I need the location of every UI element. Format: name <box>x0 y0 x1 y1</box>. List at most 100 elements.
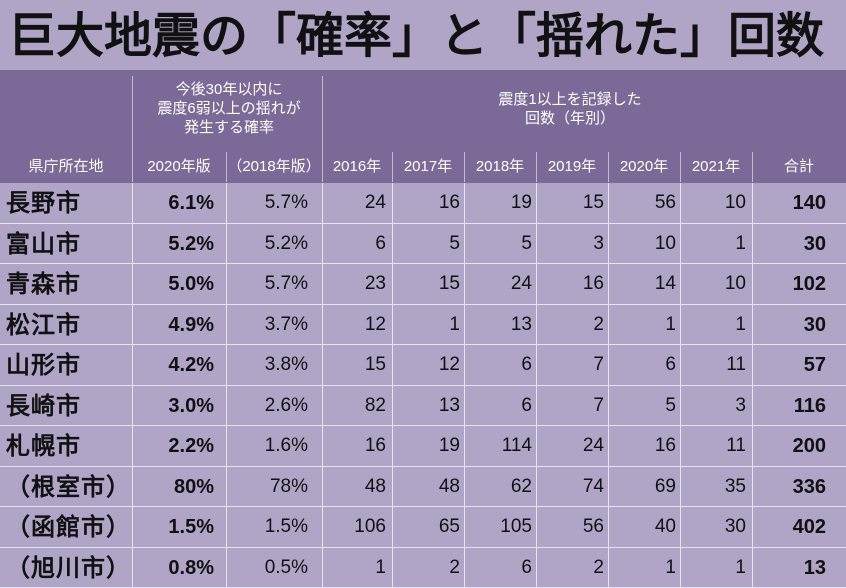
column-divider <box>464 183 465 588</box>
header-divider <box>226 152 227 182</box>
count-2017: 5 <box>449 232 460 254</box>
table-row: 富山市 5.2% 5.2% 6 5 5 3 10 1 30 <box>0 224 846 264</box>
count-2017: 16 <box>438 192 460 213</box>
count-2016: 24 <box>364 192 386 213</box>
count-2019: 7 <box>593 394 604 416</box>
city-name: （根室市） <box>6 472 131 501</box>
column-header-2018: 2018年 <box>475 158 525 175</box>
column-divider <box>752 183 753 588</box>
header-divider <box>680 152 681 182</box>
city-name: 松江市 <box>6 310 81 339</box>
count-2018: 114 <box>501 435 532 456</box>
column-divider <box>322 183 323 588</box>
table-row: （旭川市） 0.8% 0.5% 1 2 6 2 1 1 13 <box>0 548 846 588</box>
count-2020: 10 <box>654 232 676 254</box>
count-2018: 24 <box>510 273 532 294</box>
count-total: 30 <box>803 313 826 336</box>
count-total: 140 <box>792 192 826 214</box>
count-2016: 82 <box>364 394 386 416</box>
count-2020: 14 <box>654 273 676 294</box>
probability-2018: 1.6% <box>264 435 308 456</box>
table-row: 長崎市 3.0% 2.6% 82 13 6 7 5 3 116 <box>0 386 846 426</box>
count-2019: 24 <box>582 435 604 456</box>
probability-2018: 2.6% <box>264 394 308 416</box>
count-2018: 6 <box>521 394 532 416</box>
count-total: 57 <box>803 354 826 376</box>
count-2020: 5 <box>665 394 676 416</box>
count-2021: 1 <box>735 313 746 335</box>
probability-2020: 1.5% <box>168 516 214 538</box>
column-divider <box>392 183 393 588</box>
count-2020: 6 <box>665 354 676 375</box>
column-divider <box>132 183 133 588</box>
count-2019: 2 <box>593 556 604 578</box>
count-2021: 30 <box>724 516 746 537</box>
page-title: 巨大地震の「確率」と「揺れた」回数 <box>8 8 825 64</box>
count-2020: 1 <box>665 313 676 335</box>
count-2017: 65 <box>438 516 460 537</box>
count-2020: 69 <box>654 475 676 497</box>
count-2016: 15 <box>364 354 386 375</box>
probability-2020: 80% <box>173 475 214 498</box>
column-divider <box>536 183 537 588</box>
count-2020: 56 <box>654 192 676 213</box>
count-2021: 11 <box>726 354 746 375</box>
count-2020: 40 <box>654 516 676 537</box>
count-2018: 105 <box>500 516 532 537</box>
city-name: 青森市 <box>6 270 81 298</box>
count-total: 102 <box>792 273 826 295</box>
probability-2020: 4.2% <box>168 354 214 376</box>
column-header-2020: 2020年 <box>619 158 669 175</box>
table-row: 札幌市 2.2% 1.6% 16 19 114 24 16 11 200 <box>0 426 846 467</box>
column-header-2019: 2019年 <box>547 158 597 175</box>
probability-2018: 3.8% <box>264 354 308 375</box>
header-divider <box>464 152 465 182</box>
count-2020: 1 <box>665 556 676 578</box>
probability-2020: 5.0% <box>168 273 214 295</box>
count-2016: 6 <box>375 232 386 254</box>
city-name: （旭川市） <box>6 553 131 582</box>
column-divider <box>608 183 609 588</box>
count-2021: 3 <box>735 394 746 416</box>
probability-2018: 5.7% <box>264 192 308 213</box>
column-header-city: 県庁所在地 <box>28 158 104 175</box>
count-total: 116 <box>793 394 826 417</box>
count-2018: 19 <box>510 192 532 213</box>
table-row: （根室市） 80% 78% 48 48 62 74 69 35 336 <box>0 467 846 507</box>
table-row: （函館市） 1.5% 1.5% 106 65 105 56 40 30 402 <box>0 507 846 548</box>
city-name: 札幌市 <box>6 432 81 460</box>
count-2019: 15 <box>582 192 604 213</box>
probability-2018: 78% <box>269 475 308 497</box>
column-header-2016: 2016年 <box>332 158 382 175</box>
table-row: 長野市 6.1% 5.7% 24 16 19 15 56 10 140 <box>0 183 846 224</box>
city-name: 長崎市 <box>6 391 81 420</box>
city-name: 山形市 <box>6 351 81 379</box>
probability-2018: 1.5% <box>264 516 308 537</box>
header-divider <box>752 152 753 182</box>
count-2016: 23 <box>364 273 386 294</box>
count-total: 200 <box>792 435 826 457</box>
count-2016: 106 <box>354 516 386 537</box>
probability-2020: 4.9% <box>168 313 214 336</box>
count-2020: 16 <box>654 435 676 456</box>
probability-2018: 5.2% <box>264 232 308 254</box>
city-name: （函館市） <box>6 513 131 541</box>
table-row: 山形市 4.2% 3.8% 15 12 6 7 6 11 57 <box>0 345 846 386</box>
count-2019: 3 <box>593 232 604 254</box>
header-divider <box>132 76 133 182</box>
probability-2018: 5.7% <box>264 273 308 294</box>
count-2016: 12 <box>364 313 386 335</box>
table-row: 松江市 4.9% 3.7% 12 1 13 2 1 1 30 <box>0 305 846 345</box>
count-2016: 48 <box>364 475 386 497</box>
count-2017: 19 <box>438 435 460 456</box>
count-2016: 1 <box>375 556 386 578</box>
column-header-total: 合計 <box>783 158 814 175</box>
table-body: 長野市 6.1% 5.7% 24 16 19 15 56 10 140 富山市 5.2% 5.2% 6 5 5… <box>0 183 846 588</box>
table-row: 青森市 5.0% 5.7% 23 15 24 16 14 10 102 <box>0 264 846 305</box>
city-name: 長野市 <box>6 189 81 217</box>
probability-2020: 3.0% <box>168 394 214 417</box>
count-2021: 10 <box>724 192 746 213</box>
count-total: 13 <box>803 556 826 579</box>
count-2016: 16 <box>364 435 386 456</box>
count-2019: 56 <box>582 516 604 537</box>
